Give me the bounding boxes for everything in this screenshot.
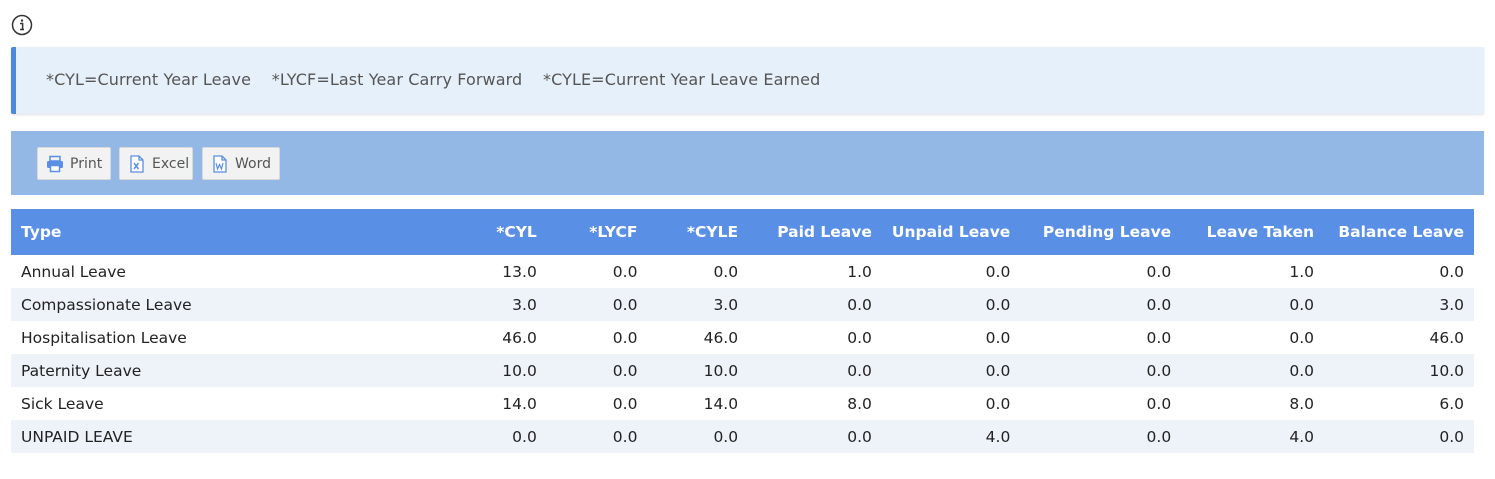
cell-unpaid-leave: 0.0 [881,321,1021,354]
cell-cyl: 13.0 [461,255,547,288]
cell-cyle: 46.0 [647,321,749,354]
cell-type: Compassionate Leave [11,288,462,321]
excel-button[interactable]: Excel [119,147,193,180]
cell-type: UNPAID LEAVE [11,420,462,453]
cell-type: Annual Leave [11,255,462,288]
cell-cyle: 3.0 [647,288,749,321]
excel-label: Excel [152,155,190,172]
col-header-balance-leave[interactable]: Balance Leave [1324,209,1474,255]
cell-type: Hospitalisation Leave [11,321,462,354]
cell-pending-leave: 0.0 [1020,255,1182,288]
cell-cyle: 10.0 [647,354,749,387]
cell-leave-taken: 0.0 [1181,288,1324,321]
cell-balance-leave: 10.0 [1324,354,1474,387]
print-label: Print [70,155,103,172]
table-row: Annual Leave 13.0 0.0 0.0 1.0 0.0 0.0 1.… [11,255,1474,288]
cell-pending-leave: 0.0 [1020,288,1182,321]
cell-cyl: 3.0 [461,288,547,321]
col-header-unpaid-leave[interactable]: Unpaid Leave [881,209,1021,255]
cell-cyle: 0.0 [647,255,749,288]
info-icon[interactable] [11,14,33,36]
cell-pending-leave: 0.0 [1020,420,1182,453]
cell-lycf: 0.0 [546,387,648,420]
col-header-type[interactable]: Type [11,209,462,255]
cell-lycf: 0.0 [546,255,648,288]
cell-balance-leave: 46.0 [1324,321,1474,354]
cell-unpaid-leave: 0.0 [881,255,1021,288]
cell-cyle: 14.0 [647,387,749,420]
table-row: Hospitalisation Leave 46.0 0.0 46.0 0.0 … [11,321,1474,354]
cell-unpaid-leave: 0.0 [881,288,1021,321]
cell-leave-taken: 0.0 [1181,321,1324,354]
table-row: Paternity Leave 10.0 0.0 10.0 0.0 0.0 0.… [11,354,1474,387]
cell-lycf: 0.0 [546,288,648,321]
col-header-paid-leave[interactable]: Paid Leave [748,209,882,255]
word-label: Word [235,155,271,172]
cell-leave-taken: 1.0 [1181,255,1324,288]
cell-cyl: 14.0 [461,387,547,420]
cell-balance-leave: 6.0 [1324,387,1474,420]
print-button[interactable]: Print [37,147,111,180]
cell-balance-leave: 0.0 [1324,420,1474,453]
word-button[interactable]: Word [202,147,280,180]
cell-pending-leave: 0.0 [1020,387,1182,420]
cell-lycf: 0.0 [546,321,648,354]
cell-type: Paternity Leave [11,354,462,387]
cell-unpaid-leave: 4.0 [881,420,1021,453]
cell-cyl: 46.0 [461,321,547,354]
cell-cyl: 0.0 [461,420,547,453]
cell-lycf: 0.0 [546,354,648,387]
cell-paid-leave: 0.0 [748,288,882,321]
cell-balance-leave: 3.0 [1324,288,1474,321]
printer-icon [47,155,63,172]
cell-cyl: 10.0 [461,354,547,387]
cell-paid-leave: 8.0 [748,387,882,420]
table-row: Sick Leave 14.0 0.0 14.0 8.0 0.0 0.0 8.0… [11,387,1474,420]
table-header-row: Type *CYL *LYCF *CYLE Paid Leave Unpaid … [11,209,1474,255]
cell-leave-taken: 8.0 [1181,387,1324,420]
col-header-cyle[interactable]: *CYLE [647,209,749,255]
cell-paid-leave: 1.0 [748,255,882,288]
col-header-lycf[interactable]: *LYCF [546,209,648,255]
cell-balance-leave: 0.0 [1324,255,1474,288]
cell-paid-leave: 0.0 [748,354,882,387]
cell-paid-leave: 0.0 [748,321,882,354]
col-header-leave-taken[interactable]: Leave Taken [1181,209,1324,255]
cell-unpaid-leave: 0.0 [881,387,1021,420]
cell-pending-leave: 0.0 [1020,321,1182,354]
table-row: UNPAID LEAVE 0.0 0.0 0.0 0.0 4.0 0.0 4.0… [11,420,1474,453]
excel-file-icon [130,154,144,173]
col-header-cyl[interactable]: *CYL [461,209,547,255]
cell-type: Sick Leave [11,387,462,420]
cell-leave-taken: 0.0 [1181,354,1324,387]
cell-lycf: 0.0 [546,420,648,453]
cell-leave-taken: 4.0 [1181,420,1324,453]
cell-cyle: 0.0 [647,420,749,453]
cell-unpaid-leave: 0.0 [881,354,1021,387]
legend-note: *CYL=Current Year Leave *LYCF=Last Year … [11,47,1484,114]
cell-pending-leave: 0.0 [1020,354,1182,387]
legend-text: *CYL=Current Year Leave *LYCF=Last Year … [46,70,821,89]
export-toolbar: Print Excel Word [11,131,1484,195]
table-row: Compassionate Leave 3.0 0.0 3.0 0.0 0.0 … [11,288,1474,321]
cell-paid-leave: 0.0 [748,420,882,453]
leave-balance-table: Type *CYL *LYCF *CYLE Paid Leave Unpaid … [11,209,1474,453]
word-file-icon [213,154,227,173]
col-header-pending-leave[interactable]: Pending Leave [1020,209,1182,255]
